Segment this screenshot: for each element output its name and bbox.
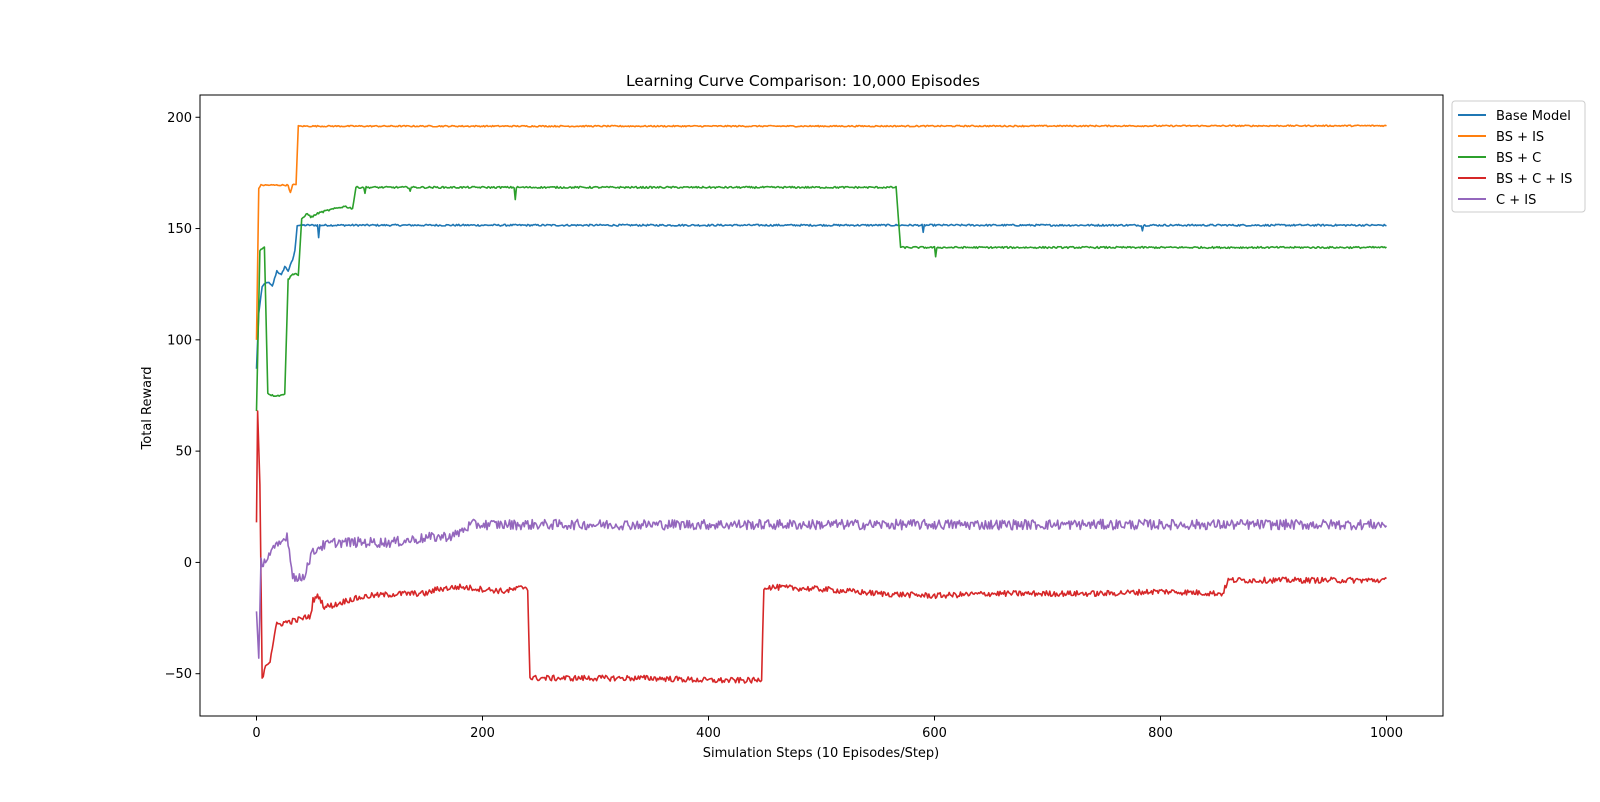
series-line-bs-is	[255, 124, 1387, 340]
legend-label: C + IS	[1496, 193, 1536, 208]
series-line-bs-c-is	[255, 410, 1387, 684]
y-axis-label: Total Reward	[140, 367, 155, 451]
x-tick-label: 1000	[1370, 726, 1403, 741]
legend-item: Base Model	[1458, 109, 1571, 124]
y-axis: −50 0 50 100 150 200	[165, 111, 200, 682]
legend-label: BS + C	[1496, 151, 1541, 166]
x-tick-label: 0	[252, 726, 260, 741]
y-tick-label: 150	[167, 222, 192, 237]
legend-box	[1451, 100, 1586, 213]
y-tick-label: 50	[175, 445, 192, 460]
y-tick-label: 200	[167, 111, 192, 126]
legend-label: Base Model	[1496, 109, 1571, 124]
chart-title: Learning Curve Comparison: 10,000 Episod…	[626, 72, 980, 90]
x-tick-label: 400	[696, 726, 721, 741]
series-line-c-is	[255, 518, 1388, 659]
series-lines-group	[255, 124, 1388, 684]
series-line-base-model	[255, 223, 1387, 369]
y-tick-label: 100	[167, 333, 192, 348]
plot-frame	[199, 94, 1444, 717]
legend-item: BS + C	[1458, 151, 1541, 166]
series-line-bs-c	[255, 185, 1387, 412]
legend-item: C + IS	[1458, 193, 1536, 208]
legend-item: BS + C + IS	[1458, 172, 1572, 187]
y-tick-label: −50	[165, 667, 192, 682]
legend-label: BS + IS	[1496, 130, 1544, 145]
y-tick-label: 0	[184, 556, 192, 571]
x-tick-label: 600	[922, 726, 947, 741]
legend: Base Model BS + IS BS + C BS + C + IS C + IS	[1451, 100, 1586, 213]
x-axis-label: Simulation Steps (10 Episodes/Step)	[703, 746, 940, 761]
x-tick-label: 800	[1148, 726, 1173, 741]
legend-label: BS + C + IS	[1496, 172, 1572, 187]
x-axis: 0 200 400 600 800 1000	[252, 716, 1403, 741]
x-tick-label: 200	[470, 726, 495, 741]
legend-item: BS + IS	[1458, 130, 1544, 145]
